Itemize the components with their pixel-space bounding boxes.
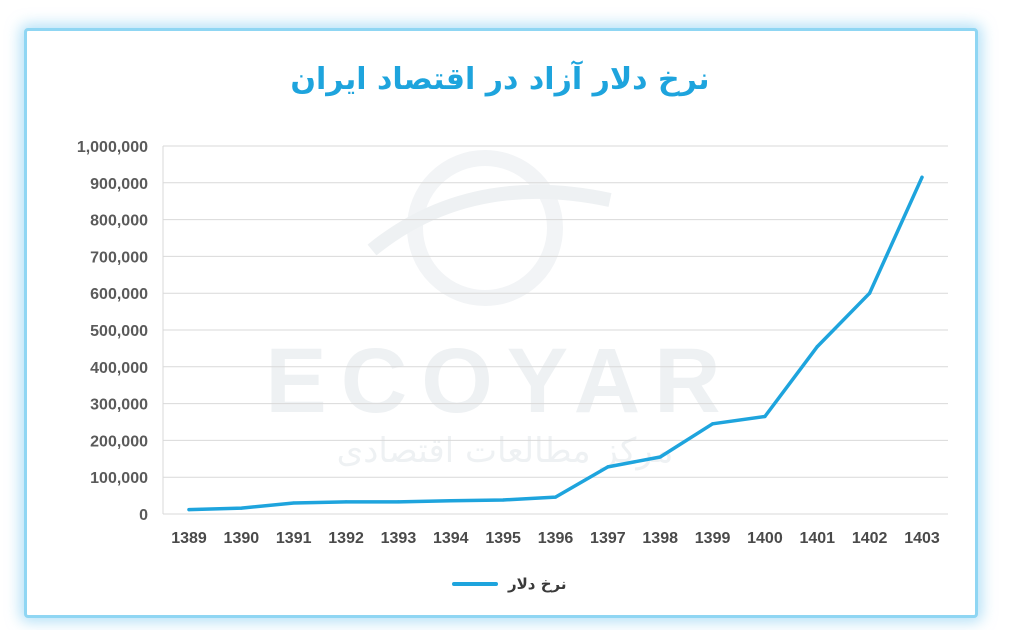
chart-title: نرخ دلار آزاد در اقتصاد ایران [290,62,710,97]
data-point [920,175,924,179]
y-tick-label: 700,000 [90,249,148,266]
watermark-text: ECOYAR [265,330,734,432]
data-point [239,506,243,510]
series-group [187,175,924,512]
y-tick-label: 100,000 [90,470,148,487]
y-tick-label: 800,000 [90,213,148,230]
y-axis-ticks: 0 100,000 200,000 300,000 400,000 500,000 600,… [77,139,148,524]
x-tick-label: 1389 [171,530,207,547]
x-tick-label: 1398 [642,530,678,547]
legend-label: نرخ دلار [508,575,567,593]
y-tick-label: 400,000 [90,360,148,377]
watermark-swoosh [367,184,612,256]
gridlines [162,145,948,515]
y-tick-label: 200,000 [90,433,148,450]
data-point [868,291,872,295]
y-tick-label: 0 [139,507,148,524]
watermark-logo: ECOYAR مرکز مطالعات اقتصادی [265,150,734,471]
y-tick-label: 500,000 [90,323,148,340]
x-tick-label: 1402 [852,530,888,547]
x-tick-label: 1399 [695,530,731,547]
y-tick-label: 900,000 [90,176,148,193]
watermark-globe [407,150,563,306]
chart-frame [24,28,978,618]
x-tick-label: 1400 [747,530,783,547]
x-tick-label: 1393 [381,530,417,547]
data-point [658,455,662,459]
data-point [606,465,610,469]
x-tick-label: 1395 [485,530,521,547]
data-point [344,500,348,504]
x-tick-label: 1396 [538,530,574,547]
x-axis-ticks: 1389 1390 1391 1392 1393 1394 1395 1396 1397 1398… [171,530,940,547]
y-tick-label: 600,000 [90,286,148,303]
legend: نرخ دلار [452,572,567,596]
x-tick-label: 1392 [328,530,364,547]
x-tick-label: 1397 [590,530,626,547]
data-point [763,414,767,419]
data-point [187,507,191,512]
data-point [292,501,296,505]
x-tick-label: 1403 [904,530,940,547]
legend-swatch [452,582,498,586]
x-tick-label: 1394 [433,530,469,547]
data-point [396,500,401,504]
y-tick-label: 1,000,000 [77,139,148,156]
x-tick-label: 1401 [799,530,835,547]
data-point [710,422,715,426]
x-tick-label: 1391 [276,530,312,547]
data-point [449,499,453,503]
y-tick-label: 300,000 [90,397,148,414]
data-point [501,498,505,502]
data-point [553,495,558,499]
data-point [815,344,819,349]
x-tick-label: 1390 [224,530,260,547]
